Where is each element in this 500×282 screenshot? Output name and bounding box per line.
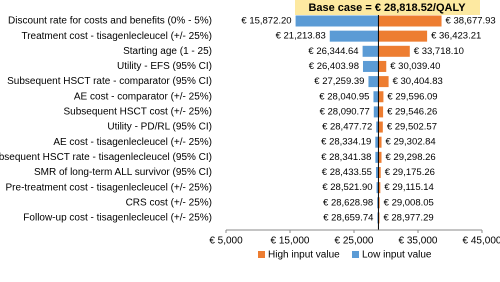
value-label: € 26,403.98 bbox=[309, 61, 359, 72]
category-label: Utility - PD/RL (95% CI) bbox=[107, 122, 212, 133]
category-label: Starting age (1 - 25) bbox=[123, 46, 212, 57]
x-tick-label: € 35,000 bbox=[399, 236, 438, 247]
bar bbox=[378, 45, 410, 57]
bar bbox=[378, 182, 381, 194]
bar bbox=[378, 197, 380, 209]
bar bbox=[375, 151, 379, 163]
value-label: € 29,302.84 bbox=[386, 137, 436, 148]
bar bbox=[376, 182, 379, 194]
legend-swatch bbox=[258, 251, 265, 258]
value-label: € 38,677.93 bbox=[446, 16, 496, 27]
value-label: € 28,521.90 bbox=[322, 182, 372, 193]
bar bbox=[378, 60, 387, 72]
value-label: € 28,628.98 bbox=[323, 197, 373, 208]
value-label: € 15,872.20 bbox=[241, 16, 291, 27]
bar bbox=[377, 212, 379, 224]
bar bbox=[378, 15, 442, 27]
category-label: AE cost - comparator (+/- 25%) bbox=[74, 91, 212, 102]
bar bbox=[362, 60, 379, 72]
value-label: € 29,502.57 bbox=[387, 122, 437, 133]
bar bbox=[375, 167, 379, 178]
bar bbox=[378, 151, 382, 163]
value-label: € 36,423.21 bbox=[431, 31, 481, 42]
bar bbox=[378, 167, 381, 178]
value-label: € 29,115.14 bbox=[384, 182, 433, 193]
value-label: € 28,341.38 bbox=[321, 152, 371, 163]
bar bbox=[373, 91, 379, 103]
bar bbox=[378, 121, 383, 133]
value-label: € 28,040.95 bbox=[319, 91, 369, 102]
bar bbox=[378, 136, 382, 148]
category-label: Follow-up cost - tisagenlecleucel (+/- 2… bbox=[23, 213, 212, 224]
value-label: € 27,259.39 bbox=[314, 76, 364, 87]
value-label: € 28,433.55 bbox=[322, 167, 372, 178]
value-label: € 33,718.10 bbox=[414, 46, 464, 57]
bar bbox=[375, 136, 379, 148]
base-case-box bbox=[295, 0, 480, 15]
value-label: € 28,659.74 bbox=[323, 212, 373, 223]
x-tick-label: € 25,000 bbox=[335, 236, 374, 247]
value-label: € 28,977.29 bbox=[383, 212, 433, 223]
bar bbox=[329, 30, 379, 42]
category-label: Subsequent HSCT cost (+/- 25%) bbox=[64, 107, 213, 118]
bar bbox=[378, 76, 389, 88]
value-label: € 29,008.05 bbox=[384, 197, 434, 208]
legend-swatch bbox=[352, 251, 359, 258]
category-label: CRS cost (+/- 25%) bbox=[126, 197, 212, 208]
value-label: € 28,334.19 bbox=[321, 137, 371, 148]
bar bbox=[376, 121, 379, 133]
value-label: € 26,344.64 bbox=[308, 46, 358, 57]
bar bbox=[368, 76, 379, 88]
category-label: Discount rate for costs and benefits (0%… bbox=[8, 16, 212, 27]
value-label: € 29,175.26 bbox=[385, 167, 435, 178]
value-label: € 28,477.72 bbox=[322, 122, 372, 133]
bar bbox=[378, 106, 384, 118]
category-label: Utility - EFS (95% CI) bbox=[117, 61, 212, 72]
bar bbox=[362, 45, 379, 57]
x-tick-label: € 5,000 bbox=[209, 236, 243, 247]
value-label: € 30,039.40 bbox=[390, 61, 440, 72]
value-label: € 30,404.83 bbox=[393, 76, 443, 87]
legend-label: Low input value bbox=[362, 250, 432, 261]
bar bbox=[378, 30, 428, 42]
category-label: Subsequent HSCT rate - comparator (95% C… bbox=[7, 76, 212, 87]
bar bbox=[378, 91, 384, 103]
value-label: € 29,596.09 bbox=[387, 91, 437, 102]
category-label: Treatment cost - tisagenlecleucel (+/- 2… bbox=[21, 31, 212, 42]
value-label: € 29,546.26 bbox=[387, 106, 437, 117]
x-tick-label: € 45,000 bbox=[463, 236, 500, 247]
bar bbox=[377, 197, 379, 209]
category-label: Pre-treatment cost - tisagenlecleucel (+… bbox=[6, 182, 212, 193]
category-label: Subsequent HSCT rate - tisagenlecleucel … bbox=[0, 152, 212, 163]
category-label: SMR of long-term ALL survivor (95% CI) bbox=[34, 167, 212, 178]
value-label: € 28,090.77 bbox=[320, 106, 370, 117]
legend-label: High input value bbox=[268, 250, 340, 261]
value-label: € 21,213.83 bbox=[276, 31, 326, 42]
bar bbox=[295, 15, 379, 27]
base-case-label: Base case = € 28,818.52/QALY bbox=[308, 2, 466, 14]
category-label: AE cost - tisagenlecleucel (+/- 25%) bbox=[53, 137, 212, 148]
bar bbox=[373, 106, 379, 118]
bar bbox=[378, 212, 380, 224]
x-tick-label: € 15,000 bbox=[271, 236, 310, 247]
value-label: € 29,298.26 bbox=[386, 152, 436, 163]
